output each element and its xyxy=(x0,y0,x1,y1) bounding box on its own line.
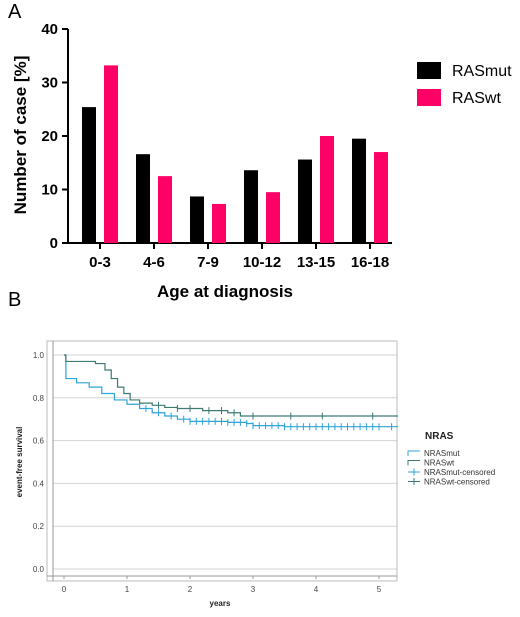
x-tick-label: 0 xyxy=(62,585,67,594)
survival-chart: 0.0 0.2 0.4 0.6 0.8 1.0 0 1 2 3 4 5 event-free surv… xyxy=(15,340,495,608)
y-tick-label: 0.2 xyxy=(33,522,45,531)
x-tick-label: 2 xyxy=(188,585,193,594)
legend-label-NRASmut-censored: NRASmut-censored xyxy=(424,468,495,477)
bar-RASwt-0-3 xyxy=(104,65,118,243)
bar-chart-age: Number of case [%] Age at diagnosis 0 10 2… xyxy=(11,21,512,301)
legend: NRAS NRASmutNRASwtNRASmut-censoredNRASwt-… xyxy=(407,431,495,487)
x-tick-label: 4-6 xyxy=(143,254,165,271)
x-axis: 0-3 4-6 7-9 10-12 13-15 16-18 xyxy=(68,242,392,271)
x-tick-label: 7-9 xyxy=(197,254,219,271)
bar-RASmut-16-18 xyxy=(352,138,366,243)
bar-RASmut-10-12 xyxy=(244,170,258,243)
x-tick-label: 4 xyxy=(314,585,319,594)
x-axis-title: Age at diagnosis xyxy=(157,282,293,301)
x-tick-label: 0-3 xyxy=(89,254,111,271)
axes: 0.0 0.2 0.4 0.6 0.8 1.0 0 1 2 3 4 5 xyxy=(33,340,398,594)
legend-title: NRAS xyxy=(425,431,454,442)
legend-label-NRASwt: NRASwt xyxy=(424,459,455,468)
legend-label-RASwt: RASwt xyxy=(452,90,501,107)
bars xyxy=(82,65,388,243)
x-tick-label: 5 xyxy=(377,585,382,594)
x-axis-title: years xyxy=(210,599,231,608)
x-tick-label: 16-18 xyxy=(351,254,389,271)
x-tick-label: 13-15 xyxy=(297,254,335,271)
legend-swatch-RASwt xyxy=(417,89,441,106)
legend-swatch-RASmut xyxy=(417,62,441,79)
x-tick-label: 10-12 xyxy=(243,254,281,271)
y-axis: 0 10 20 30 40 xyxy=(41,21,69,252)
bar-RASwt-10-12 xyxy=(266,192,280,243)
y-tick-label: 0.6 xyxy=(33,437,45,446)
y-tick-label: 1.0 xyxy=(33,351,45,360)
bar-RASwt-13-15 xyxy=(320,136,334,243)
legend-label-NRASwt-censored: NRASwt-censored xyxy=(424,478,490,487)
y-tick-label: 0.8 xyxy=(33,394,45,403)
y-tick-label: 10 xyxy=(41,182,58,199)
bar-RASmut-0-3 xyxy=(82,107,96,243)
bar-RASmut-4-6 xyxy=(136,154,150,243)
y-axis-title: Number of case [%] xyxy=(11,56,30,215)
panel-b-label: B xyxy=(8,289,21,311)
legend: RASmut RASwt xyxy=(417,62,512,107)
x-tick-label: 3 xyxy=(251,585,256,594)
plot-frame xyxy=(46,340,398,582)
curve-NRASwt xyxy=(64,354,398,417)
x-tick-label: 1 xyxy=(125,585,130,594)
legend-glyph-NRASwt xyxy=(407,460,420,466)
bar-RASmut-13-15 xyxy=(298,159,312,243)
legend-label-NRASmut: NRASmut xyxy=(424,449,460,458)
censor-marks xyxy=(145,401,393,431)
y-axis-title: event-free survival xyxy=(15,427,24,498)
bar-RASwt-4-6 xyxy=(158,176,172,243)
legend-glyph-NRASmut xyxy=(407,450,420,456)
y-tick-label: 20 xyxy=(41,128,58,145)
y-tick-label: 30 xyxy=(41,75,58,92)
bar-RASwt-7-9 xyxy=(212,203,226,243)
bar-RASwt-16-18 xyxy=(374,152,388,243)
y-tick-label: 40 xyxy=(41,21,58,38)
gridlines xyxy=(53,354,397,570)
legend-label-RASmut: RASmut xyxy=(452,63,512,80)
y-tick-label: 0.0 xyxy=(33,565,45,574)
y-tick-label: 0 xyxy=(50,235,58,252)
y-tick-label: 0.4 xyxy=(33,479,45,488)
panel-a-label: A xyxy=(8,1,22,23)
bar-RASmut-7-9 xyxy=(190,196,204,243)
survival-curves xyxy=(64,354,398,428)
